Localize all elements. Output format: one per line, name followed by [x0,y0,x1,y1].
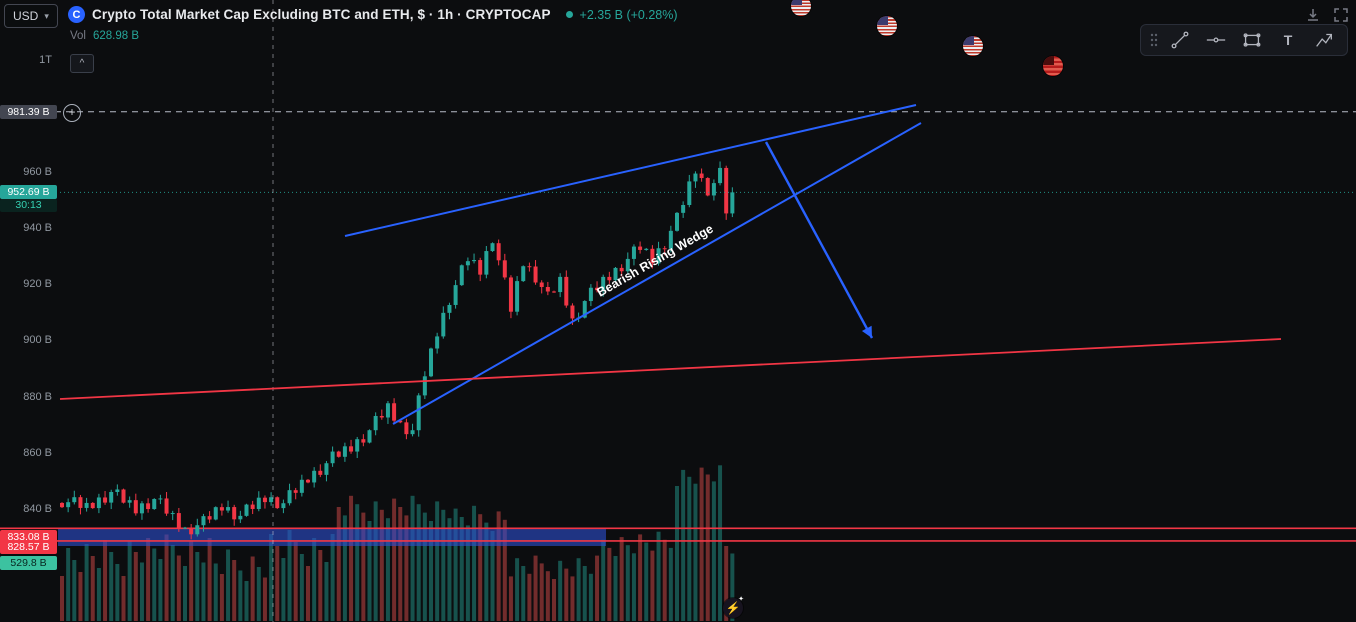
wedge-lower-line [392,122,922,425]
currency-dropdown[interactable]: USD ▾ [4,4,58,28]
us-flag-event-marker[interactable] [877,16,897,36]
pane-collapse-button[interactable]: ^ [70,54,94,73]
support-line-2-label[interactable]: 828.57 B [0,540,57,554]
rectangle-tool-icon[interactable] [1235,27,1269,53]
spark-icon: ✦ [738,596,744,603]
currency-label: USD [13,9,39,23]
support-zone-band [58,529,606,546]
cryptocap-logo-icon: C [68,6,85,23]
projection-arrow [764,141,874,339]
caret-down-icon: ▾ [44,10,49,21]
lightning-event-marker[interactable]: ⚡ ✦ [723,596,744,618]
download-icon[interactable] [1304,6,1322,24]
wedge-label: Bearish Rising Wedge [595,222,716,300]
symbol-header: C Crypto Total Market Cap Excluding BTC … [68,6,678,23]
volume-label: Vol [70,30,86,42]
teal-level-label[interactable]: 529.8 B [0,556,57,570]
arrow-tool-icon[interactable] [1307,27,1341,53]
us-flag-event-marker[interactable] [963,36,983,56]
last-price-label: 952.69 B [0,185,57,200]
red-flag-event-marker[interactable] [1043,56,1063,76]
wedge-upper-line [344,104,917,237]
us-flag-event-marker[interactable] [791,0,811,16]
volume-value: 628.98 B [93,30,140,42]
candles [60,161,735,540]
market-status-icon [565,11,573,18]
add-alert-button[interactable]: + [63,104,81,122]
alert-level-label[interactable]: 981.39 B [0,104,57,119]
trend-line-tool-icon[interactable] [1163,27,1197,53]
window-controls [1304,6,1350,24]
text-tool-icon[interactable]: T [1283,32,1293,48]
drawing-toolbar: T [1140,24,1348,56]
lightning-icon: ⚡ [725,601,741,615]
horizontal-line-tool-icon[interactable] [1199,27,1233,53]
fullscreen-icon[interactable] [1332,6,1350,24]
chart-title[interactable]: Crypto Total Market Cap Excluding BTC an… [92,7,551,22]
volume-bars [60,465,735,621]
price-change: +2.35 B (+0.28%) [579,7,678,22]
volume-readout: Vol 628.98 B [70,30,139,42]
toolbar-drag-handle[interactable] [1147,29,1161,51]
red-trendline [59,338,1282,400]
